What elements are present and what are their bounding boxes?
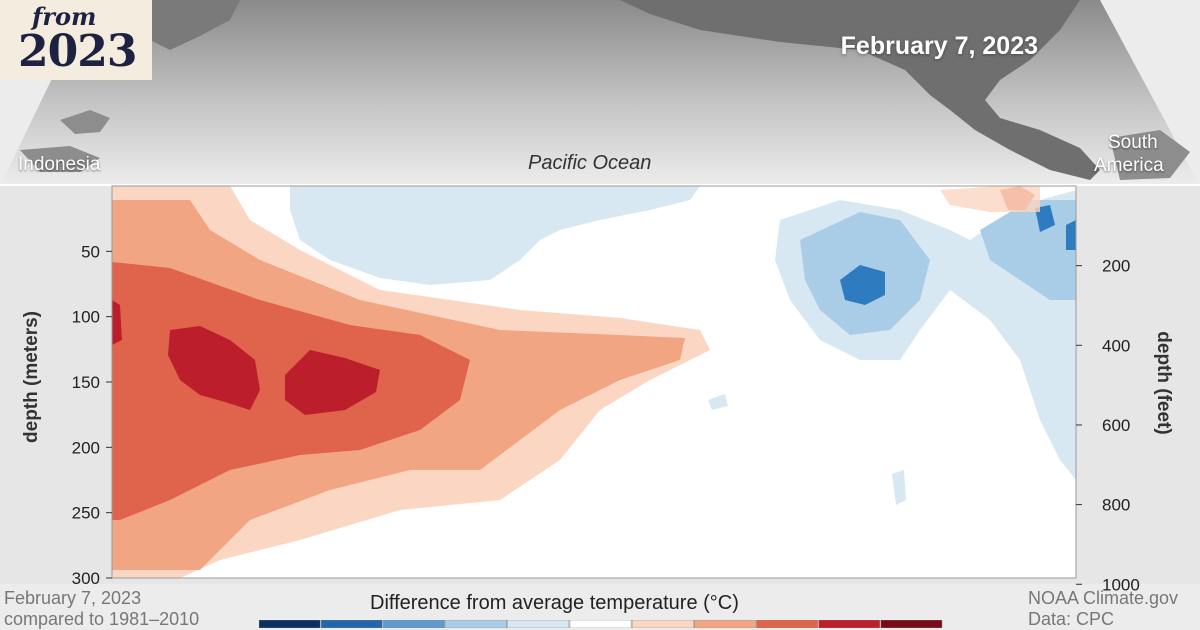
right-tick-label: 400 xyxy=(1102,336,1130,355)
cool-anomaly-small-2 xyxy=(892,470,906,505)
left-tick-label: 250 xyxy=(72,504,100,523)
right-tick-label: 200 xyxy=(1102,257,1130,276)
left-tick-label: 50 xyxy=(81,242,100,261)
cool-anomaly-east-strong-3 xyxy=(1066,220,1076,250)
right-tick-label: 1000 xyxy=(1102,575,1140,594)
left-tick-label: 300 xyxy=(72,569,100,588)
colorbar-swatch xyxy=(694,620,756,628)
colorbar-swatch xyxy=(259,620,321,628)
colorbar-swatch xyxy=(320,620,383,628)
footer-baseline: compared to 1981–2010 xyxy=(4,609,200,629)
warm-anomaly-core-2 xyxy=(285,350,380,415)
map-date-title: February 7, 2023 xyxy=(840,32,1038,60)
year-badge xyxy=(0,0,152,80)
colorbar-swatch xyxy=(383,620,445,628)
footer-credit: NOAA Climate.gov xyxy=(1028,588,1179,608)
globe-map xyxy=(0,0,1200,200)
label-indonesia: Indonesia xyxy=(18,154,101,175)
footer-date: February 7, 2023 xyxy=(4,588,142,608)
warm-anomaly-east-surface-light xyxy=(940,186,1040,212)
right-axis-label: depth (feet) xyxy=(1153,331,1174,435)
colorbar-title: Difference from average temperature (°C) xyxy=(370,592,739,614)
badge-year-label: 2023 xyxy=(18,26,137,77)
colorbar-swatch xyxy=(569,620,632,628)
left-tick-label: 150 xyxy=(72,373,100,392)
cool-anomaly-small-1 xyxy=(708,394,728,410)
label-south: South xyxy=(1108,132,1158,153)
right-axis-ticks: 200 400 600 800 1000 xyxy=(1076,257,1140,594)
footer-source: Data: CPC xyxy=(1028,609,1115,629)
badge-from-label: from xyxy=(32,2,97,31)
colorbar xyxy=(259,620,943,628)
warm-anomaly-core-edge xyxy=(112,300,122,345)
label-pacific-ocean: Pacific Ocean xyxy=(528,152,652,174)
left-axis-label: depth (meters) xyxy=(21,311,42,443)
left-axis-ticks: 50 100 150 200 250 300 xyxy=(72,242,112,588)
colorbar-swatch xyxy=(756,620,818,628)
colorbar-swatch xyxy=(631,620,694,628)
warm-anomaly-core-1 xyxy=(168,326,260,410)
cool-anomaly-surface xyxy=(290,186,700,285)
north-america-shape xyxy=(620,0,1100,180)
right-tick-label: 600 xyxy=(1102,416,1130,435)
colorbar-swatch xyxy=(818,620,881,628)
colorbar-swatch xyxy=(880,620,943,628)
colorbar-swatch xyxy=(507,620,570,628)
left-tick-label: 200 xyxy=(72,438,100,457)
left-tick-label: 100 xyxy=(72,308,100,327)
right-tick-label: 800 xyxy=(1102,496,1130,515)
cool-anomaly-east-strong xyxy=(840,265,885,305)
colorbar-swatch xyxy=(445,620,507,628)
label-america: America xyxy=(1094,155,1164,176)
